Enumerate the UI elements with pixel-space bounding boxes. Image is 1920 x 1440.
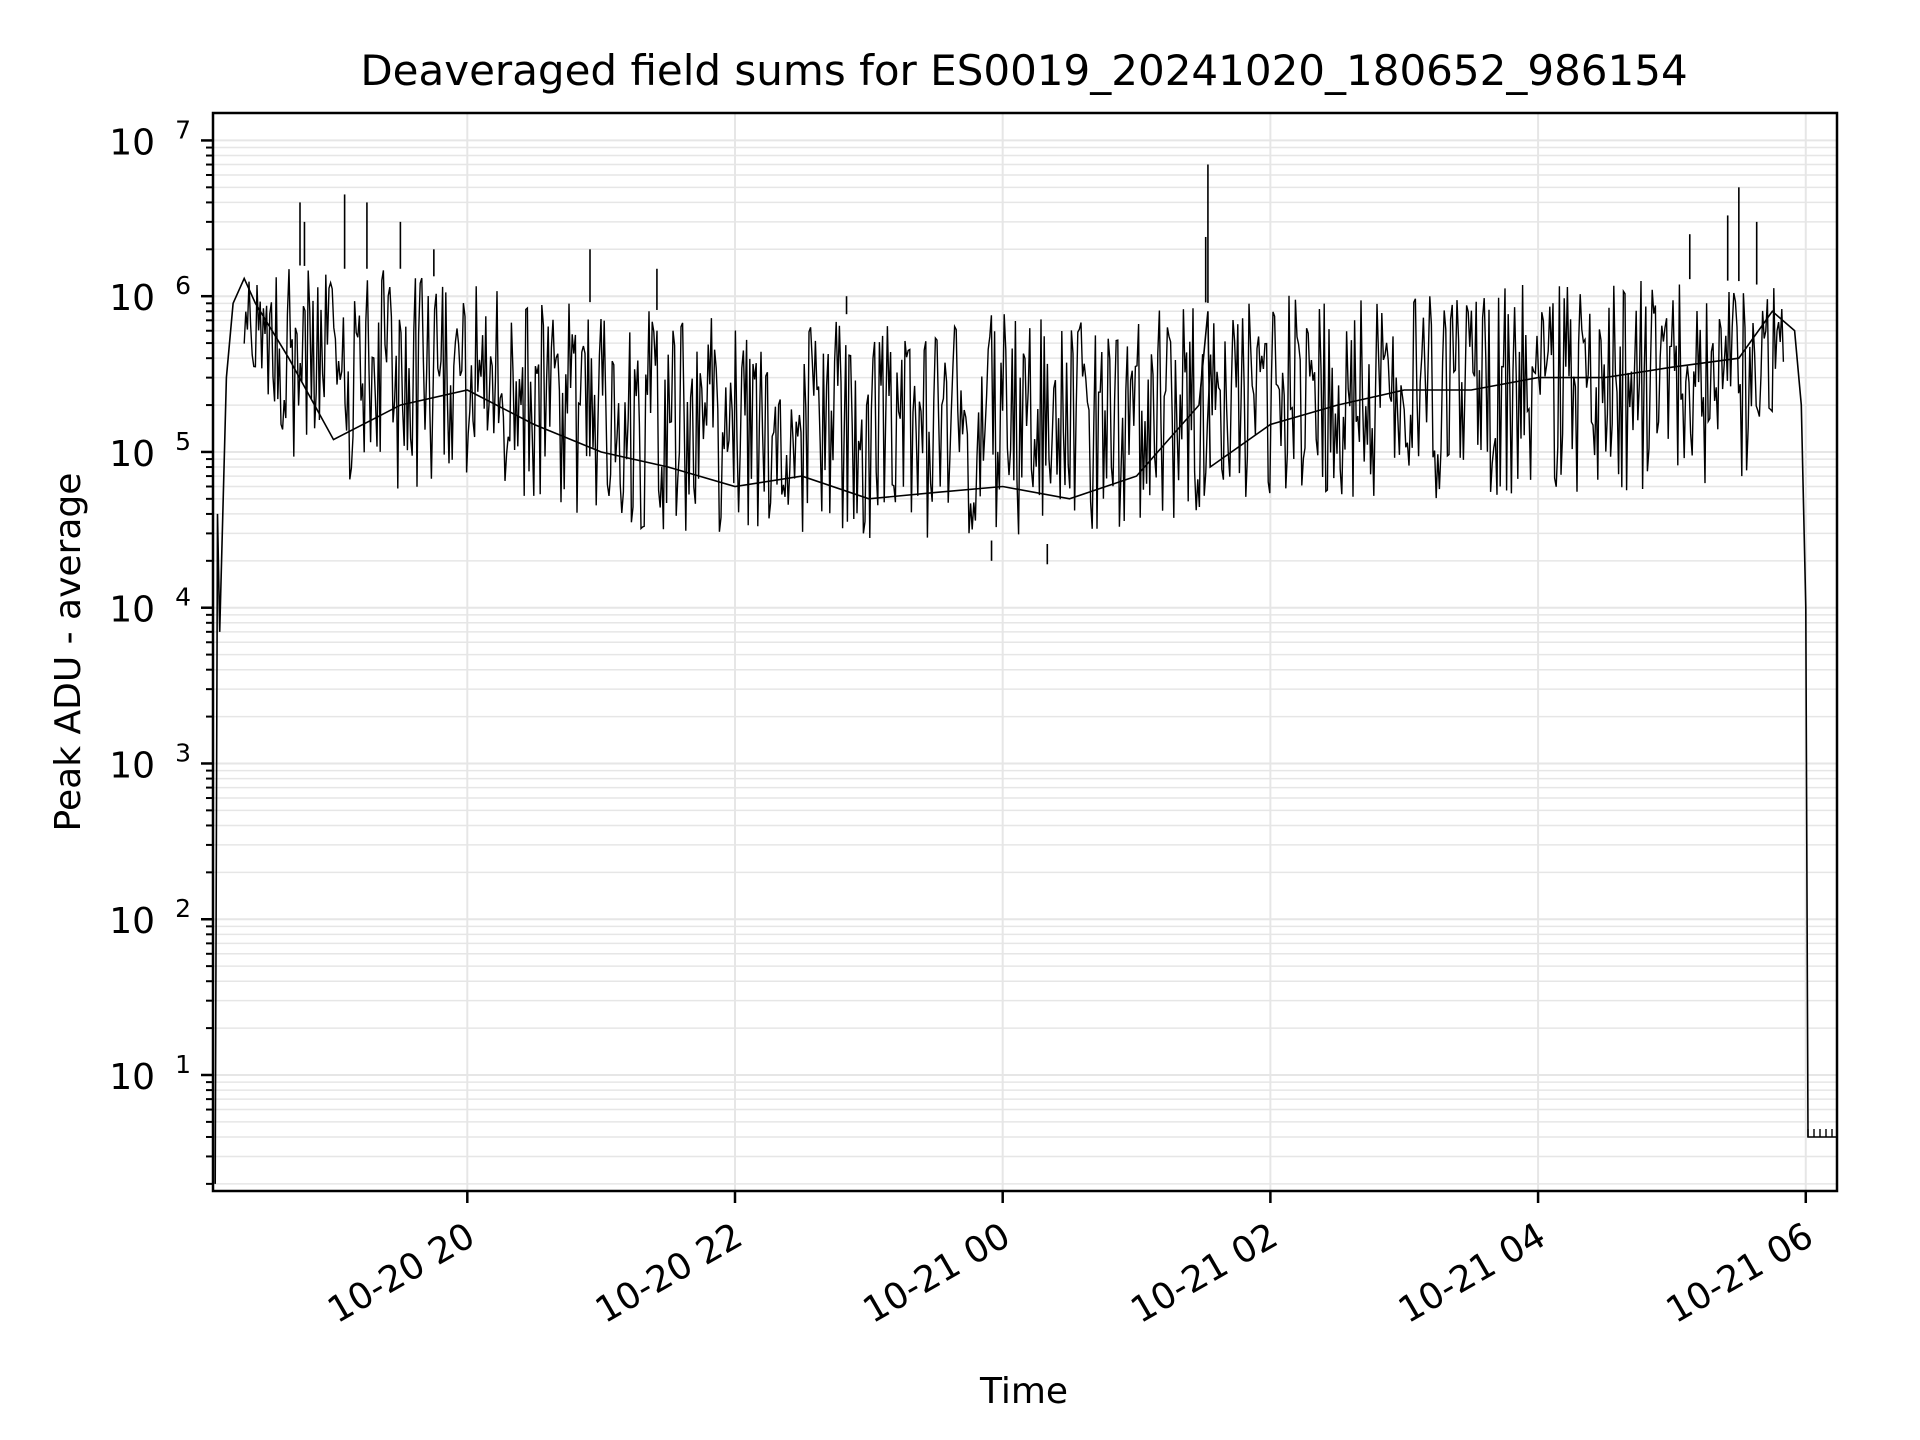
plot-frame [211,111,1839,1193]
series-layer [214,164,1837,1184]
y-tick-label-exponent: 3 [175,738,191,767]
y-tick-label: 10 [109,1057,155,1098]
x-tick-label: 10-21 00 [857,1215,1018,1331]
y-tick-label-exponent: 6 [175,271,191,300]
y-axis-label: Peak ADU - average [48,473,89,832]
y-tick-label-exponent: 5 [175,427,191,456]
y-tick-label: 10 [109,901,155,942]
y-tick-label-exponent: 4 [175,583,191,612]
y-tick-label-exponent: 2 [175,894,191,923]
series-group [214,164,1837,1184]
x-tick-label: 10-20 22 [589,1215,750,1331]
x-tick-label: 10-21 02 [1124,1215,1285,1331]
series-line [214,276,1837,1184]
x-axis: 10-20 20 10-20 22 10-21 00 10-21 02 10-21 04… [321,1191,1820,1332]
y-axis: 10 1 10 2 10 3 10 4 10 5 10 6 10 7 [109,115,213,1185]
y-tick-label: 10 [109,590,155,631]
x-tick-label: 10-20 20 [321,1215,482,1331]
y-tick-label: 10 [109,745,155,786]
chart-title: Deaveraged field sums for ES0019_2024102… [360,46,1687,95]
series-tail-ticks [1807,1129,1833,1137]
x-tick-label: 10-21 06 [1660,1215,1821,1331]
x-axis-label: Time [979,1371,1068,1412]
series-band-trace [243,269,1785,539]
y-tick-label-exponent: 7 [175,115,191,144]
y-tick-label-exponent: 1 [175,1050,191,1079]
grid [213,113,1837,1191]
y-tick-label: 10 [109,278,155,319]
y-tick-label: 10 [109,122,155,163]
x-tick-label: 10-21 04 [1392,1215,1553,1331]
y-tick-label: 10 [109,434,155,475]
